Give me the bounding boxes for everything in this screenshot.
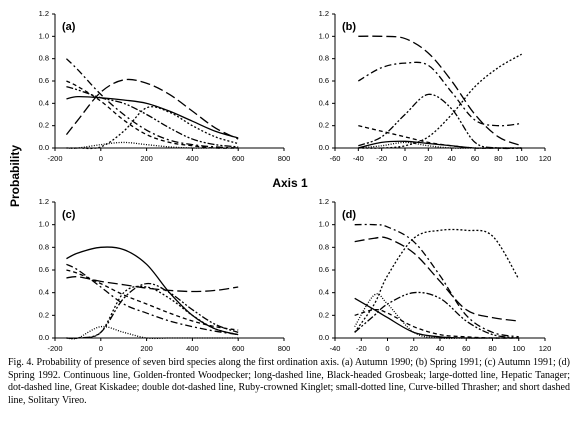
species-curve	[358, 141, 522, 149]
species-curve	[65, 58, 239, 149]
x-tick-label: 40	[447, 154, 455, 163]
x-tick-label: -60	[330, 154, 341, 163]
species-curve	[354, 291, 519, 339]
x-tick-label: 100	[512, 344, 525, 353]
species-curve	[354, 308, 519, 339]
x-tick-label: 0	[403, 154, 407, 163]
species-curve	[358, 125, 522, 149]
y-tick-label: 0.0	[319, 333, 329, 342]
y-tick-label: 0.0	[39, 143, 49, 152]
x-tick-label: 80	[494, 154, 502, 163]
y-tick-label: 0.4	[39, 288, 49, 297]
x-tick-label: -200	[47, 344, 62, 353]
x-tick-label: -40	[353, 154, 364, 163]
y-tick-label: 1.2	[319, 197, 329, 206]
x-tick-label: 800	[278, 344, 291, 353]
species-curve	[354, 223, 519, 338]
x-tick-label: 80	[488, 344, 496, 353]
species-curve	[66, 85, 239, 148]
panel-label: (b)	[342, 21, 356, 33]
y-tick-label: 0.2	[39, 121, 49, 130]
species-curve	[66, 106, 239, 150]
x-tick-label: 60	[462, 344, 470, 353]
y-tick-label: 0.4	[319, 288, 329, 297]
x-tick-label: 200	[140, 344, 153, 353]
species-curve	[354, 228, 520, 333]
x-tick-label: 120	[539, 344, 552, 353]
y-tick-label: 0.6	[319, 76, 329, 85]
y-tick-label: 1.2	[39, 197, 49, 206]
x-tick-label: 600	[232, 344, 245, 353]
x-tick-label: 0	[385, 344, 389, 353]
species-curve	[66, 95, 239, 139]
species-curve	[358, 61, 522, 127]
y-tick-label: 0.6	[319, 265, 329, 274]
y-tick-label: 0.8	[39, 242, 49, 251]
x-tick-label: 40	[436, 344, 444, 353]
y-tick-label: 0.4	[319, 98, 329, 107]
species-curve	[358, 140, 522, 149]
x-tick-label: 100	[515, 154, 528, 163]
x-tick-label: 0	[99, 344, 103, 353]
y-tick-label: 0.6	[39, 265, 49, 274]
species-curve	[358, 35, 522, 147]
species-curve	[354, 293, 519, 340]
species-curve	[66, 269, 239, 331]
x-tick-label: 400	[186, 154, 199, 163]
y-tick-label: 1.2	[39, 9, 49, 18]
species-curve	[66, 325, 239, 340]
species-curve	[358, 93, 522, 150]
y-tick-label: 0.6	[39, 76, 49, 85]
y-tick-label: 1.0	[319, 220, 329, 229]
species-curve	[66, 141, 239, 149]
y-tick-label: 0.2	[39, 310, 49, 319]
x-tick-label: 800	[278, 154, 291, 163]
x-tick-label: 0	[99, 154, 103, 163]
y-tick-label: 1.2	[319, 9, 329, 18]
x-tick-label: -20	[376, 154, 387, 163]
panel-label: (c)	[62, 209, 76, 221]
x-tick-label: -20	[356, 344, 367, 353]
figure: Axis 1 Probability 0.0 0.2 0.4 0.6 0.8 1.0 1.2…	[8, 9, 552, 353]
species-curve	[66, 246, 239, 336]
y-tick-label: 0.8	[319, 54, 329, 63]
x-tick-label: 60	[471, 154, 479, 163]
caption: Fig. 4. Probability of presence of seven…	[8, 357, 570, 406]
x-tick-label: 20	[410, 344, 418, 353]
species-curve	[65, 78, 239, 140]
y-tick-label: 0.0	[319, 143, 329, 152]
x-tick-label: 120	[539, 154, 552, 163]
y-tick-label: 0.0	[39, 333, 49, 342]
y-tick-label: 1.0	[319, 31, 329, 40]
y-tick-label: 0.8	[319, 242, 329, 251]
x-tick-label: -40	[330, 344, 341, 353]
species-curve	[66, 80, 239, 149]
y-tick-label: 0.4	[39, 98, 49, 107]
y-tick-label: 0.2	[319, 121, 329, 130]
panel-label: (d)	[342, 209, 356, 221]
y-tick-label: 0.2	[319, 310, 329, 319]
x-tick-label: 600	[232, 154, 245, 163]
x-tick-label: 20	[424, 154, 432, 163]
species-curve	[358, 53, 522, 149]
x-axis-title: Axis 1	[272, 176, 308, 190]
y-tick-label: 1.0	[39, 220, 49, 229]
species-curve	[66, 263, 239, 336]
x-tick-label: -200	[47, 154, 62, 163]
species-curve	[66, 276, 239, 293]
y-axis-title: Probability	[8, 145, 22, 207]
species-curve	[66, 282, 239, 340]
x-tick-label: 400	[186, 344, 199, 353]
species-curve	[354, 236, 519, 322]
y-tick-label: 1.0	[39, 31, 49, 40]
panel-label: (a)	[62, 21, 76, 33]
y-tick-label: 0.8	[39, 54, 49, 63]
x-tick-label: 200	[140, 154, 153, 163]
